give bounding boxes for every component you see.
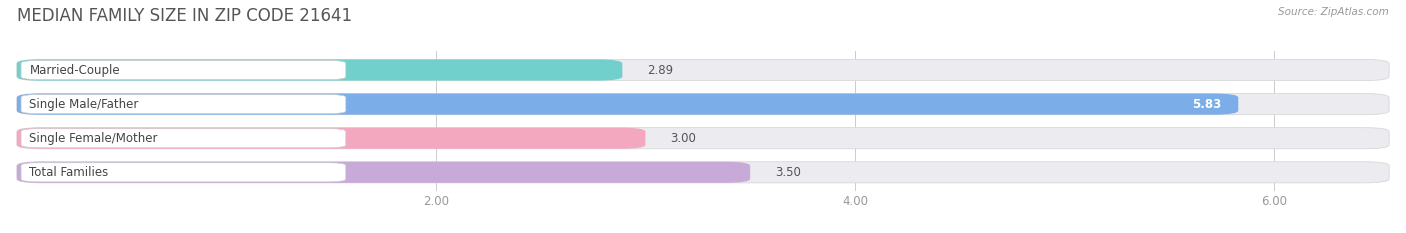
Text: Married-Couple: Married-Couple — [30, 64, 120, 76]
Text: 3.00: 3.00 — [671, 132, 696, 145]
FancyBboxPatch shape — [17, 128, 1389, 149]
FancyBboxPatch shape — [17, 59, 623, 81]
Text: Total Families: Total Families — [30, 166, 108, 179]
FancyBboxPatch shape — [17, 162, 751, 183]
FancyBboxPatch shape — [21, 129, 346, 148]
FancyBboxPatch shape — [17, 162, 1389, 183]
Text: Single Male/Father: Single Male/Father — [30, 98, 139, 111]
Text: 5.83: 5.83 — [1192, 98, 1222, 111]
Text: 3.50: 3.50 — [775, 166, 801, 179]
Text: MEDIAN FAMILY SIZE IN ZIP CODE 21641: MEDIAN FAMILY SIZE IN ZIP CODE 21641 — [17, 7, 352, 25]
FancyBboxPatch shape — [21, 61, 346, 79]
Text: Source: ZipAtlas.com: Source: ZipAtlas.com — [1278, 7, 1389, 17]
FancyBboxPatch shape — [21, 95, 346, 114]
FancyBboxPatch shape — [17, 59, 1389, 81]
FancyBboxPatch shape — [17, 128, 645, 149]
FancyBboxPatch shape — [21, 163, 346, 182]
Text: 2.89: 2.89 — [648, 64, 673, 76]
Text: Single Female/Mother: Single Female/Mother — [30, 132, 157, 145]
FancyBboxPatch shape — [17, 93, 1389, 115]
FancyBboxPatch shape — [17, 93, 1239, 115]
